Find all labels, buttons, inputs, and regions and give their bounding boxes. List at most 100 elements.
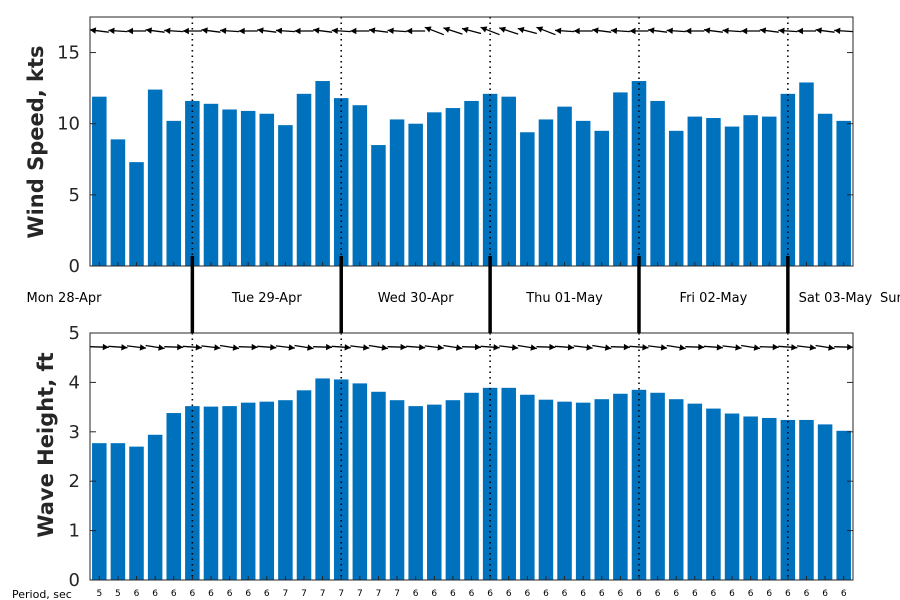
bar (631, 389, 647, 580)
bar (631, 81, 647, 267)
direction-arrowhead (778, 27, 785, 34)
y-tick-label: 10 (57, 114, 80, 135)
period-value: 7 (320, 589, 326, 599)
direction-arrowhead (474, 343, 481, 351)
y-tick-label: 3 (69, 422, 80, 443)
bar (92, 443, 107, 580)
direction-arrowhead (573, 27, 580, 35)
y-tick-label: 0 (69, 570, 80, 591)
period-value: 7 (394, 589, 400, 599)
direction-arrowhead (629, 27, 636, 35)
direction-arrowhead (158, 344, 165, 351)
bar (129, 162, 144, 266)
direction-arrowhead (604, 344, 612, 351)
bar (427, 404, 442, 580)
direction-arrowhead (294, 27, 301, 35)
bar (240, 402, 256, 580)
direction-arrowhead (511, 344, 519, 351)
direction-arrowhead (387, 27, 394, 34)
direction-arrowhead (182, 27, 189, 35)
bar (817, 424, 833, 580)
day-label: Mon 28-Apr (27, 291, 103, 306)
direction-arrowhead (238, 27, 245, 35)
direction-arrowhead (480, 26, 488, 33)
bar (222, 406, 237, 580)
period-value: 5 (115, 589, 121, 599)
period-value: 6 (636, 589, 642, 599)
y-tick-label: 0 (69, 256, 80, 277)
direction-arrowhead (275, 27, 283, 34)
direction-arrowhead (530, 344, 537, 351)
y-tick-label: 4 (69, 372, 80, 393)
direction-arrowhead (108, 27, 115, 34)
bar (613, 92, 628, 266)
bar (110, 139, 126, 266)
bar (706, 118, 721, 266)
direction-arrowhead (660, 344, 668, 351)
direction-arrowhead (703, 27, 711, 34)
period-value: 6 (245, 589, 251, 599)
direction-arrowhead (443, 26, 451, 33)
direction-arrowhead (331, 27, 338, 34)
wind-speed-axis-label: Wind Speed, kts (24, 45, 48, 238)
bar (482, 93, 498, 266)
direction-arrowhead (102, 343, 109, 351)
period-value: 6 (431, 589, 437, 599)
bar (408, 406, 423, 580)
bar (575, 120, 591, 267)
bar (315, 81, 330, 267)
direction-arrowhead (722, 27, 729, 34)
direction-arrowhead (139, 344, 147, 351)
bar (408, 123, 423, 266)
bar (315, 378, 330, 580)
period-value: 6 (469, 589, 475, 599)
day-label: Sat 03-May (799, 291, 873, 306)
period-value: 6 (618, 589, 624, 599)
bar (501, 387, 516, 580)
direction-arrowhead (424, 26, 432, 33)
period-value: 6 (804, 589, 810, 599)
period-value: 7 (376, 589, 382, 599)
direction-arrowhead (418, 344, 426, 351)
day-label: Thu 01-May (525, 291, 603, 306)
period-label: Period, sec (12, 588, 72, 600)
bar (557, 106, 572, 266)
direction-arrowhead (437, 344, 444, 351)
bar (501, 96, 516, 267)
direction-arrowhead (214, 344, 221, 351)
wind-speed-panel: 0 5 10 15 (57, 16, 854, 277)
period-value: 6 (822, 589, 828, 599)
y-tick-label: 2 (69, 471, 80, 492)
direction-arrowhead (232, 344, 240, 351)
direction-arrowhead (610, 27, 618, 34)
bar (482, 387, 498, 580)
direction-arrowhead (772, 343, 779, 351)
period-value: 6 (748, 589, 754, 599)
direction-arrowhead (741, 27, 748, 35)
day-label: Sun (880, 291, 900, 306)
direction-arrowhead (623, 343, 630, 351)
direction-arrowhead (257, 27, 264, 34)
direction-arrowhead (127, 27, 134, 35)
bar (110, 443, 126, 580)
bar (799, 82, 814, 266)
direction-arrowhead (679, 344, 686, 351)
period-value: 6 (134, 589, 140, 599)
bar (780, 419, 796, 580)
direction-arrowhead (791, 344, 798, 351)
bar (352, 105, 368, 267)
direction-arrowhead (368, 27, 376, 34)
bar (650, 100, 665, 266)
bar (371, 391, 386, 580)
y-tick-label: 15 (57, 43, 80, 64)
bar (166, 120, 182, 267)
bar (259, 113, 275, 266)
bar (203, 406, 219, 580)
period-value: 6 (692, 589, 698, 599)
bar (799, 419, 814, 580)
direction-arrowhead (195, 344, 202, 351)
bar (761, 417, 777, 580)
period-value: 6 (785, 589, 791, 599)
y-tick-label: 1 (69, 521, 80, 542)
